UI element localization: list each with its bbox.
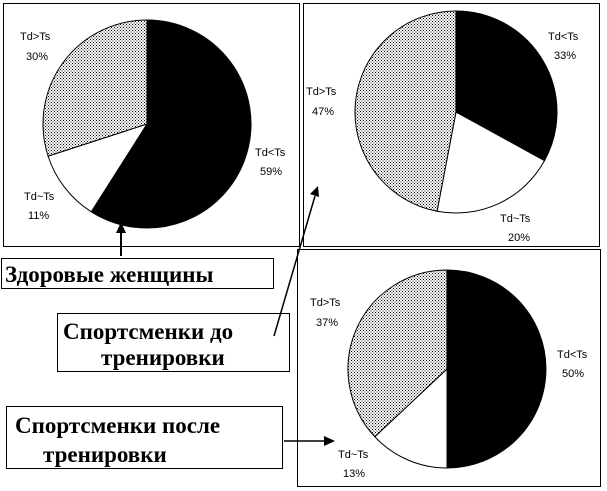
data-label: 37% [316,317,338,329]
labels-after: Td>Ts 37% Td<Ts 50% Td~Ts 13% [310,297,588,480]
data-label: 59% [260,166,282,178]
caption-before-line1: Спортсменки до [63,319,233,344]
caption-before-line2: тренировки [101,345,225,370]
pie-slice-tdts [354,10,457,212]
arrow-before [273,186,319,337]
pie-slice-tdts [90,19,252,229]
arrow-healthy [116,222,126,256]
pie-slice-tdts [374,367,448,469]
data-label: 11% [28,210,49,222]
labels-healthy: Td>Ts 30% Td<Ts 59% Td~Ts 11% [20,31,286,222]
pie-slice-tdts [347,269,448,438]
pie-before-training [354,10,558,214]
pie-slice-tdts [436,111,546,214]
tick-label: Td>Ts [20,31,51,43]
data-label: 47% [312,106,334,118]
pie-after-training [347,269,547,469]
tick-label: Td>Ts [306,86,337,98]
panel-frame-before [303,3,600,247]
labels-before: Td<Ts 33% Td>Ts 47% Td~Ts 20% [306,31,579,244]
caption-healthy: Здоровые женщины [1,258,274,289]
pie-healthy [42,19,252,229]
tick-label: Td>Ts [310,297,341,309]
caption-after: Спортсменки после тренировки [6,406,283,469]
pie-slice-tdts [47,123,149,213]
tick-label: Td<Ts [557,349,588,361]
tick-label: Td<Ts [548,31,579,43]
tick-label: Td~Ts [500,213,531,225]
panel-frame-healthy [3,3,300,247]
data-label: 20% [508,232,530,244]
pie-slice-tdts [42,19,148,157]
caption-healthy-text: Здоровые женщины [5,262,214,287]
caption-after-line1: Спортсменки после [15,413,220,438]
pie-slice-tdts [446,269,547,469]
tick-label: Td~Ts [338,449,369,461]
tick-label: Td<Ts [255,147,286,159]
panel-frame-after [297,249,601,487]
pie-slice-tdts [455,10,558,162]
data-label: 33% [554,50,576,62]
tick-label: Td~Ts [24,191,55,203]
data-label: 30% [26,51,48,63]
data-label: 13% [343,468,365,480]
caption-before: Спортсменки до тренировки [57,313,290,372]
caption-after-line2: тренировки [43,442,167,467]
data-label: 50% [562,368,584,380]
arrow-after [284,436,335,446]
